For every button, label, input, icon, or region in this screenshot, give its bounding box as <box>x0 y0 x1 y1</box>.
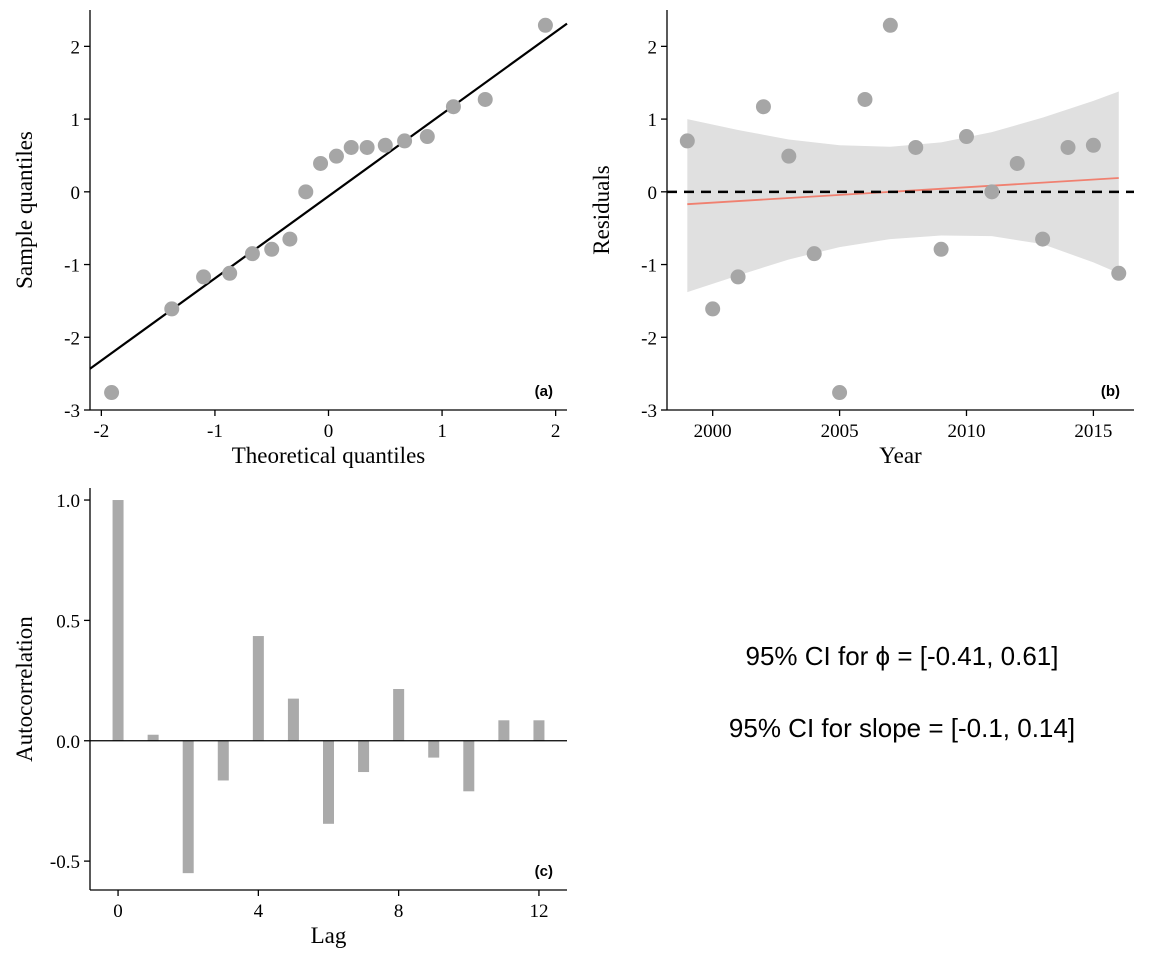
panel-b-residuals-plot: -3 -2 -1 0 1 2 2000 2005 2010 2015 Year Residuals (b… <box>589 10 1134 468</box>
y-tick-label: -1 <box>64 256 80 277</box>
acf-bar <box>358 740 370 773</box>
residual-point <box>908 139 924 155</box>
residual-point <box>857 91 873 107</box>
qq-point <box>244 246 260 262</box>
y-tick-label: 0.0 <box>56 732 80 753</box>
residual-point <box>832 385 848 401</box>
y-tick-label: 1.0 <box>56 491 80 512</box>
panel-tag: (a) <box>535 383 553 400</box>
qq-point <box>222 265 238 281</box>
residual-point <box>933 241 949 257</box>
y-tick-label: -3 <box>641 401 657 422</box>
y-tick-label: 2 <box>648 37 658 58</box>
y-tick-label: 0 <box>71 183 81 204</box>
x-tick-label: -2 <box>93 421 109 442</box>
panel-c-autocorrelation-plot: -0.5 0.0 0.5 1.0 0 4 8 12 Lag Autocorrelation (c) <box>12 488 567 948</box>
qq-point <box>282 231 298 247</box>
x-tick-label: 2015 <box>1074 421 1112 442</box>
acf-bar <box>393 689 405 741</box>
y-tick-label: 1 <box>648 110 658 131</box>
x-tick-label: 0 <box>113 901 123 922</box>
residual-point <box>1111 265 1127 281</box>
x-tick-label: -1 <box>207 421 223 442</box>
y-axis-title: Autocorrelation <box>12 616 37 762</box>
y-axis-title: Sample quantiles <box>12 131 37 289</box>
ci-slope-text: 95% CI for slope = [-0.1, 0.14] <box>729 713 1075 743</box>
panel-tag: (b) <box>1101 383 1120 400</box>
qq-point <box>328 148 344 164</box>
qq-point <box>104 385 120 401</box>
qq-point <box>164 301 180 317</box>
x-tick-label: 2 <box>551 421 561 442</box>
x-tick-label: 2005 <box>821 421 859 442</box>
acf-bar <box>323 740 334 824</box>
qq-point <box>359 139 375 155</box>
acf-bar <box>428 740 440 758</box>
acf-bar <box>533 720 545 741</box>
qq-point <box>419 129 435 145</box>
residual-point <box>705 301 721 317</box>
residual-point <box>806 246 822 262</box>
residual-point <box>958 129 974 145</box>
y-tick-label: 0 <box>648 183 658 204</box>
acf-bar <box>463 740 475 792</box>
x-tick-label: 4 <box>254 901 264 922</box>
residual-point <box>984 184 1000 200</box>
y-tick-label: -0.5 <box>50 852 80 873</box>
x-axis-title: Lag <box>311 923 347 948</box>
qq-point <box>397 133 413 149</box>
panel-a-qq-plot: -3 -2 -1 0 1 2 -2 -1 0 1 2 Theoretical quantiles Sam… <box>12 10 568 468</box>
residual-point <box>679 133 695 149</box>
qq-point <box>313 155 329 171</box>
qq-point <box>377 137 393 153</box>
acf-bar <box>252 636 264 741</box>
residual-point <box>781 148 797 164</box>
qq-point <box>343 139 359 155</box>
qq-point <box>196 269 212 285</box>
residual-point <box>1060 139 1076 155</box>
x-tick-label: 0 <box>324 421 334 442</box>
qq-point <box>477 91 493 107</box>
qq-point <box>445 99 461 115</box>
acf-bar <box>147 734 159 741</box>
residual-point <box>1009 155 1025 171</box>
residual-point <box>882 17 898 33</box>
y-tick-label: -3 <box>64 401 80 422</box>
acf-bar <box>217 740 229 781</box>
qq-point <box>264 241 280 257</box>
y-tick-label: -2 <box>641 328 657 349</box>
residual-point <box>1035 231 1051 247</box>
y-tick-label: -2 <box>64 328 80 349</box>
qq-point <box>298 184 314 200</box>
trend-line <box>687 177 1119 206</box>
y-tick-label: -1 <box>641 256 657 277</box>
y-axis-title: Residuals <box>589 165 614 254</box>
y-tick-label: 1 <box>71 110 81 131</box>
acf-bar <box>287 698 299 741</box>
x-tick-label: 12 <box>529 901 548 922</box>
panel-tag: (c) <box>535 863 553 880</box>
acf-bar <box>182 740 194 874</box>
acf-bar <box>112 500 124 741</box>
x-axis-title: Year <box>879 443 922 468</box>
residual-point <box>730 269 746 285</box>
x-axis-title: Theoretical quantiles <box>232 443 426 468</box>
y-tick-label: 2 <box>71 37 81 58</box>
qq-point <box>537 17 553 33</box>
residual-point <box>1085 137 1101 153</box>
residual-point <box>755 99 771 115</box>
x-tick-label: 2000 <box>694 421 732 442</box>
x-tick-label: 1 <box>437 421 447 442</box>
y-tick-label: 0.5 <box>56 611 80 632</box>
ci-phi-text: 95% CI for ϕ = [-0.41, 0.61] <box>745 641 1058 671</box>
qq-reference-line <box>89 22 568 370</box>
acf-bar <box>498 720 510 741</box>
x-tick-label: 2010 <box>947 421 985 442</box>
x-tick-label: 8 <box>394 901 404 922</box>
